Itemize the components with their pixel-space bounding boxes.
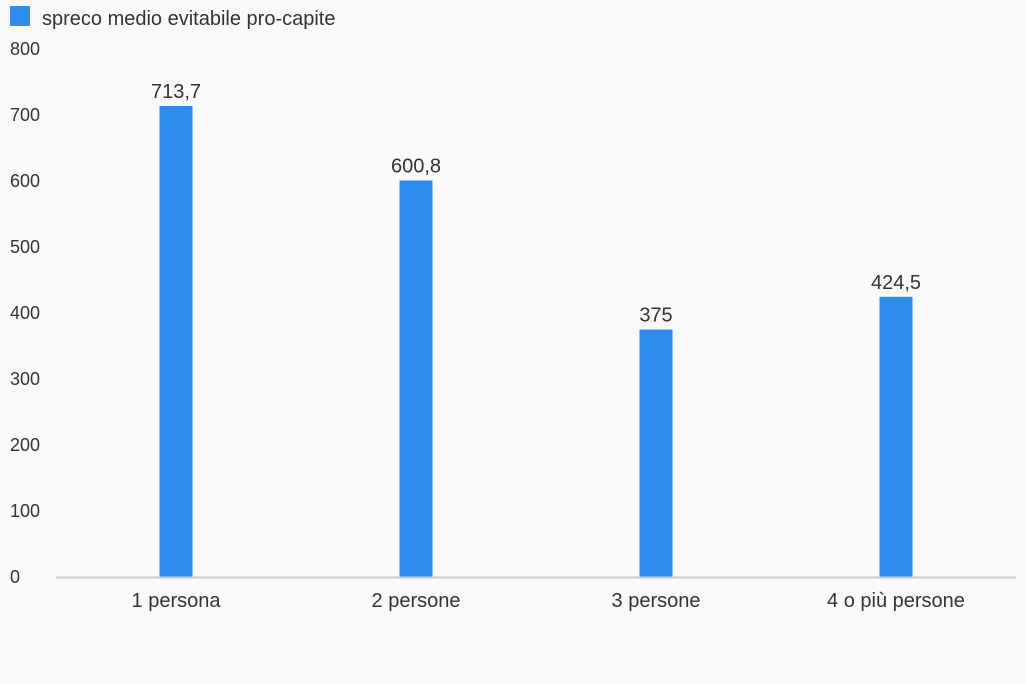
legend-swatch <box>10 6 30 26</box>
y-tick-label: 300 <box>10 369 40 389</box>
x-axis-labels: 1 persona 2 persone 3 persone 4 o più perso… <box>132 590 965 612</box>
y-tick-label: 200 <box>10 435 40 455</box>
y-tick-label: 400 <box>10 303 40 323</box>
bar <box>159 105 193 577</box>
bar-value-label: 713,7 <box>151 81 201 103</box>
bar-value-label: 375 <box>639 305 672 327</box>
y-axis-ticks: 0 100 200 300 400 500 600 700 800 <box>10 39 40 587</box>
bar <box>399 180 433 578</box>
y-tick-label: 100 <box>10 501 40 521</box>
value-labels: 713,7 600,8 375 424,5 <box>151 81 921 327</box>
x-tick-label: 2 persone <box>372 590 461 612</box>
legend-label: spreco medio evitabile pro-capite <box>42 8 336 30</box>
bar-value-label: 424,5 <box>871 272 921 294</box>
bar-value-label: 600,8 <box>391 155 441 177</box>
x-tick-label: 4 o più persone <box>827 590 965 612</box>
bars <box>159 105 913 578</box>
legend: spreco medio evitabile pro-capite <box>10 6 336 30</box>
y-tick-label: 500 <box>10 237 40 257</box>
x-tick-label: 1 persona <box>132 590 222 612</box>
y-tick-label: 800 <box>10 39 40 59</box>
y-tick-label: 0 <box>10 567 20 587</box>
bar <box>639 329 673 577</box>
x-tick-label: 3 persone <box>612 590 701 612</box>
y-tick-label: 700 <box>10 105 40 125</box>
bar <box>879 296 913 577</box>
y-tick-label: 600 <box>10 171 40 191</box>
